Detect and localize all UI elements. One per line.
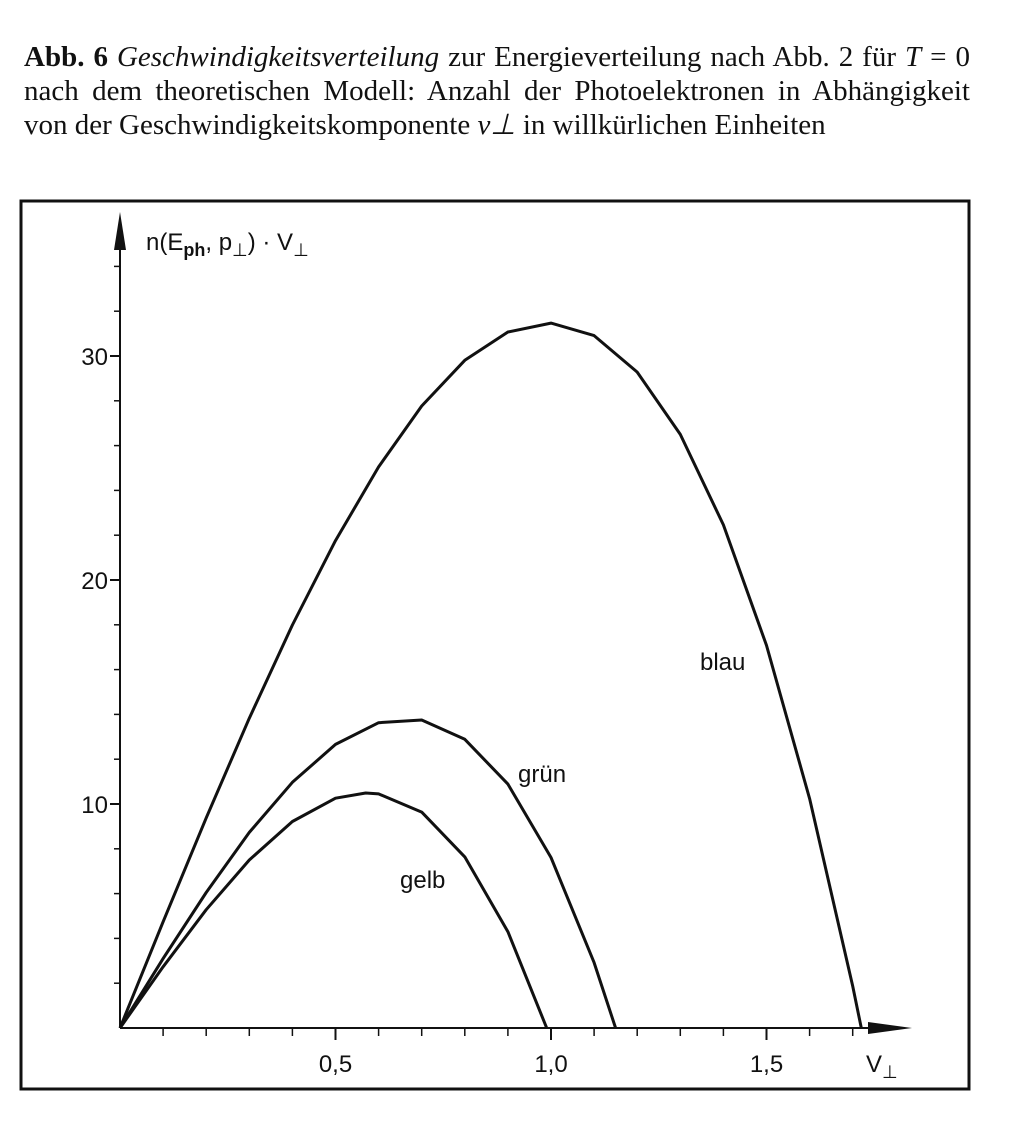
caption-label: Abb. 6 bbox=[24, 41, 108, 73]
caption-var: T bbox=[905, 41, 922, 73]
caption: Abb. 6 Geschwindigkeitsverteilung zur En… bbox=[24, 40, 970, 142]
frame bbox=[19, 199, 971, 1091]
curve-label: grün bbox=[518, 761, 566, 788]
y-tick-label: 20 bbox=[81, 568, 108, 595]
x-tick-label: 0,5 bbox=[319, 1051, 352, 1078]
curve bbox=[118, 321, 863, 1029]
caption-text: in willkürlichen Einheiten bbox=[522, 109, 826, 141]
y-arrow bbox=[114, 212, 126, 250]
caption-text: = 0 nach dem theoretischen Modell: Anzah… bbox=[24, 41, 971, 141]
y-tick-label: 10 bbox=[81, 792, 108, 819]
y-axis-label: n(Eph, p⊥) · V⊥ bbox=[146, 229, 309, 260]
x-arrow bbox=[868, 1022, 912, 1034]
curve-label: gelb bbox=[400, 867, 445, 894]
curve bbox=[118, 791, 549, 1029]
x-axis-label: V⊥ bbox=[866, 1051, 898, 1082]
caption-var: v⊥ bbox=[477, 109, 516, 141]
caption-text: zur Energieverteilung nach Abb. 2 für bbox=[448, 41, 897, 73]
y-tick-label: 30 bbox=[81, 344, 108, 371]
x-tick-label: 1,5 bbox=[750, 1051, 783, 1078]
curve bbox=[118, 718, 618, 1029]
curve-label: blau bbox=[700, 649, 745, 676]
x-tick-label: 1,0 bbox=[534, 1051, 567, 1078]
caption-title: Geschwindigkeitsverteilung bbox=[116, 41, 440, 73]
